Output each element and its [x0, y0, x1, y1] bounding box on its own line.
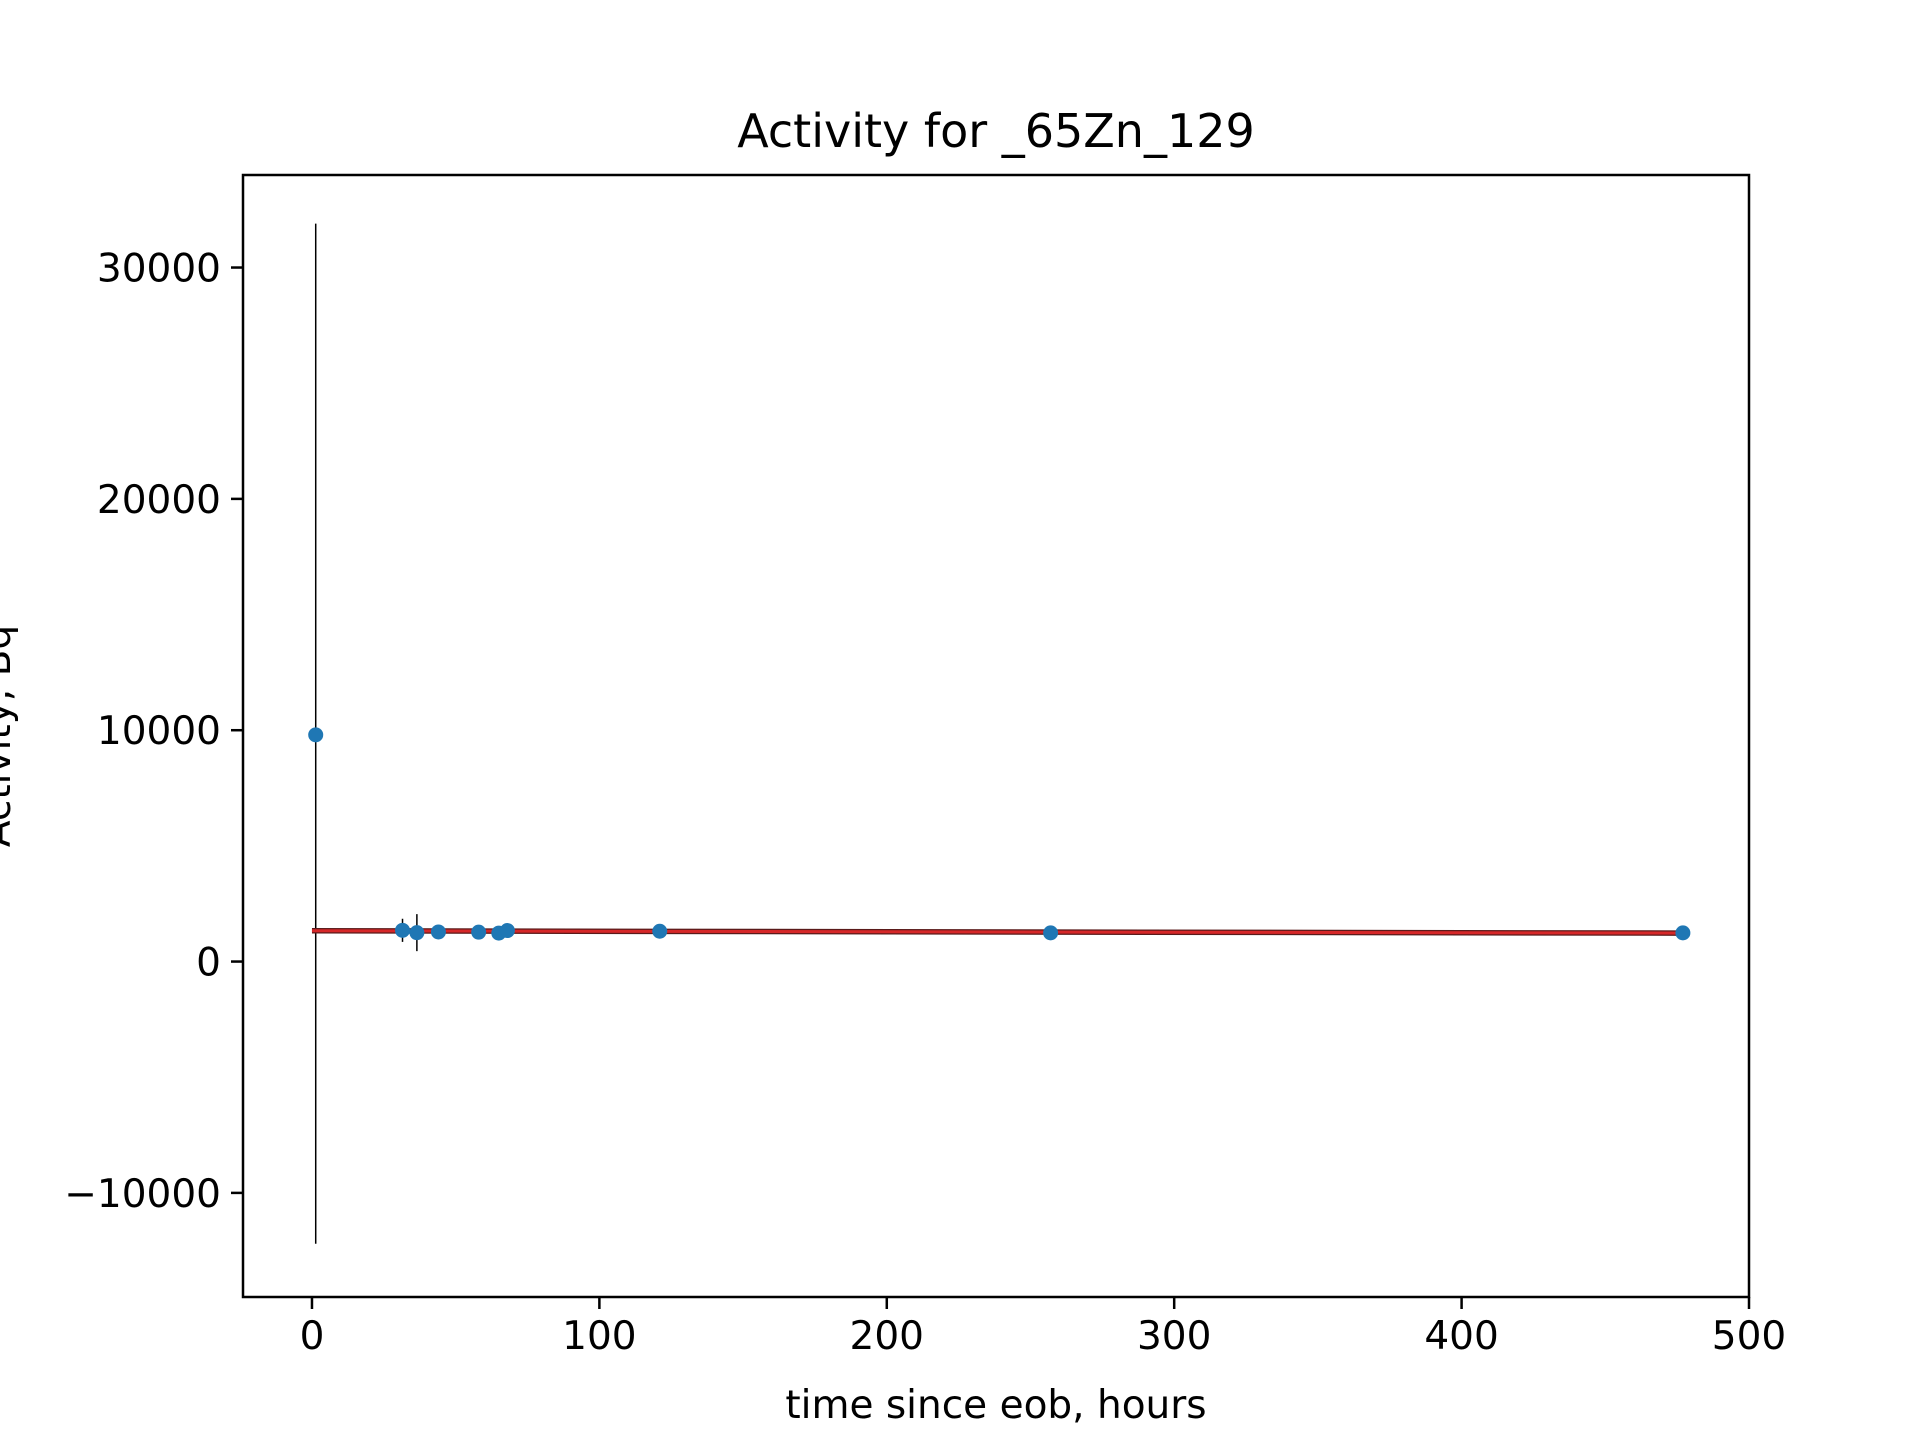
chart-title: Activity for _65Zn_129 — [737, 104, 1255, 158]
x-tick-label: 500 — [1712, 1314, 1786, 1359]
x-tick-label: 200 — [850, 1314, 924, 1359]
y-tick-label: 30000 — [97, 247, 221, 292]
y-tick-label: 0 — [196, 941, 221, 986]
plot-area-frame — [241, 173, 1751, 1299]
x-tick-label: 0 — [300, 1314, 325, 1359]
fit-line — [311, 929, 1683, 935]
data-point — [1043, 925, 1059, 941]
marks-layer — [308, 223, 1691, 1244]
data-point — [499, 923, 515, 939]
y-tick-label: −10000 — [64, 1172, 221, 1217]
data-point — [395, 922, 411, 938]
axes-layer: 0 100 200 300 400 500 −10000 0 10000 20000 30000 — [64, 247, 1786, 1359]
data-point — [430, 924, 446, 940]
data-point — [471, 924, 487, 940]
y-tick-label: 20000 — [97, 478, 221, 523]
y-tick-label: 10000 — [97, 709, 221, 754]
x-tick-label: 100 — [562, 1314, 636, 1359]
data-point — [409, 925, 425, 941]
data-point — [1675, 925, 1691, 941]
data-point — [652, 923, 668, 939]
x-axis-label: time since eob, hours — [785, 1383, 1206, 1428]
x-tick-label: 300 — [1137, 1314, 1211, 1359]
x-tick-label: 400 — [1424, 1314, 1498, 1359]
y-axis-label: Activity, Bq — [0, 625, 20, 847]
data-point — [308, 727, 324, 743]
